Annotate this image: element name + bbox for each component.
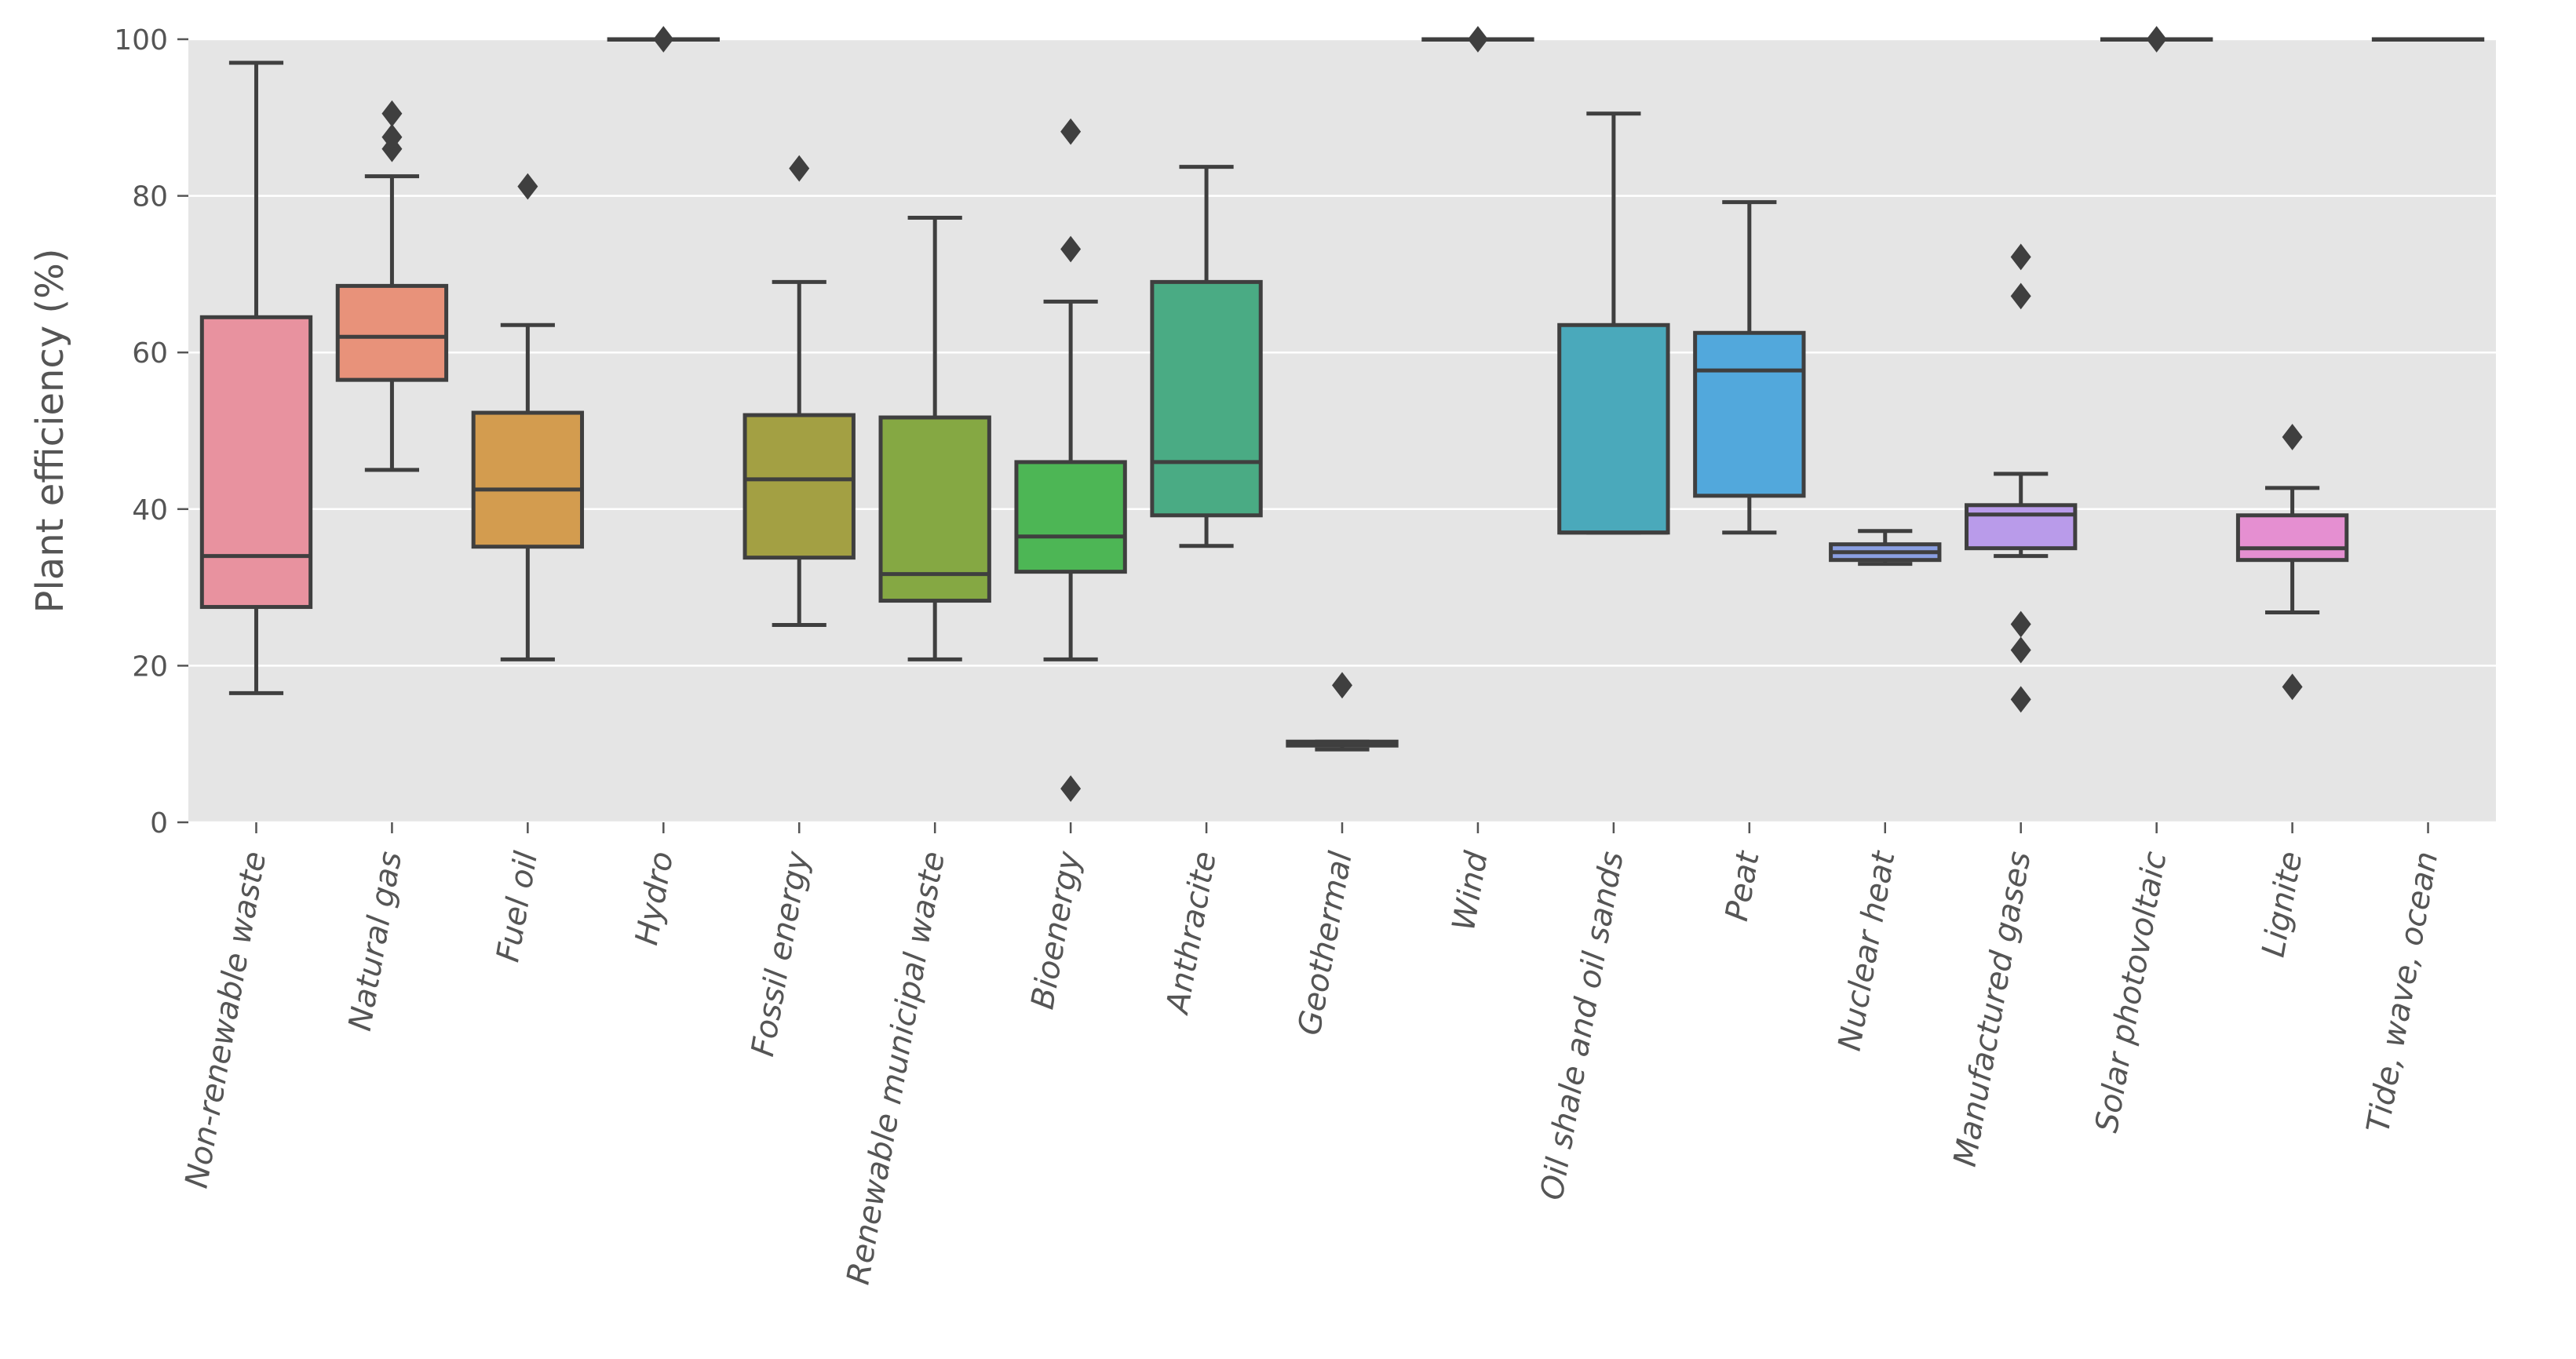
box-group [607, 26, 720, 53]
y-axis-ticks: 0 20 40 60 80 100 [114, 24, 188, 840]
outlier-point [2010, 243, 2031, 271]
box-group [199, 60, 313, 695]
outlier-point [2010, 282, 2031, 310]
box-group [1829, 529, 1942, 567]
outlier-point [1467, 26, 1488, 53]
x-tick-label: Natural gas [342, 849, 409, 1033]
box-iqr [1014, 460, 1127, 574]
x-tick-label: Bioenergy [1024, 847, 1088, 1011]
x-tick-label: Fossil energy [745, 847, 816, 1058]
box-iqr [199, 315, 313, 610]
y-tick-label: 100 [114, 24, 168, 56]
box-group [878, 216, 991, 661]
box-group [1014, 118, 1127, 802]
outlier-point [653, 26, 674, 53]
outlier-point [1332, 672, 1352, 699]
x-tick-label: Lignite [2256, 849, 2310, 960]
y-tick-label: 20 [132, 650, 168, 683]
outlier-point [1060, 118, 1082, 145]
x-tick-label: Geothermal [1291, 849, 1359, 1038]
box-group [1286, 672, 1399, 752]
box-iqr [1965, 503, 2078, 551]
box-iqr [1693, 330, 1806, 498]
box-iqr [878, 415, 991, 603]
box-iqr [2235, 513, 2349, 563]
box-iqr [743, 413, 856, 560]
outlier-point [2146, 26, 2167, 53]
box-group [2371, 37, 2485, 42]
box-group [1557, 111, 1670, 535]
box-iqr [335, 283, 449, 382]
y-tick-label: 0 [150, 807, 168, 840]
outlier-point [1060, 235, 1082, 263]
x-tick-label: Anthracite [1159, 849, 1224, 1018]
box-iqr [1557, 322, 1670, 535]
outlier-point [517, 173, 538, 200]
box-iqr [471, 410, 585, 549]
x-tick-label: Fuel oil [490, 849, 545, 965]
box-group [1421, 26, 1534, 53]
x-tick-label: Peat [1719, 847, 1767, 924]
outlier-point [2010, 686, 2031, 713]
x-tick-label: Oil shale and oil sands [1534, 849, 1630, 1203]
outlier-point [2282, 673, 2303, 701]
outlier-point [381, 100, 403, 127]
box-group [743, 155, 856, 628]
x-tick-label: Non-renewable waste [179, 849, 274, 1191]
x-tick-label: Solar photovoltaic [2089, 849, 2173, 1135]
box-group [1693, 200, 1806, 535]
box-group [2235, 424, 2349, 701]
box-group [1150, 165, 1263, 548]
box-iqr [1150, 279, 1263, 518]
outlier-point [381, 123, 403, 151]
y-tick-label: 40 [132, 494, 168, 526]
x-tick-label: Renewable municipal waste [841, 849, 952, 1288]
box-group [335, 100, 449, 472]
box-group [471, 173, 585, 661]
y-axis-label: Plant efficiency (%) [28, 249, 72, 614]
x-tick-label: Tide, wave, ocean [2360, 849, 2445, 1135]
x-axis-ticks: Non-renewable waste Natural gas Fuel oil Hy… [179, 822, 2445, 1288]
box-group [2100, 26, 2213, 53]
y-tick-label: 60 [132, 337, 168, 370]
x-tick-label: Wind [1446, 848, 1495, 933]
x-tick-label: Nuclear heat [1832, 847, 1903, 1053]
outlier-point [789, 155, 810, 182]
outlier-point [2010, 610, 2031, 638]
x-tick-label: Hydro [629, 849, 680, 948]
outlier-point [1060, 775, 1082, 802]
x-tick-label: Manufactured gases [1947, 849, 2038, 1170]
outlier-point [2010, 636, 2031, 664]
outlier-point [2282, 424, 2303, 450]
y-tick-label: 80 [132, 181, 168, 213]
box-group [1965, 243, 2078, 713]
boxes [199, 26, 2485, 802]
